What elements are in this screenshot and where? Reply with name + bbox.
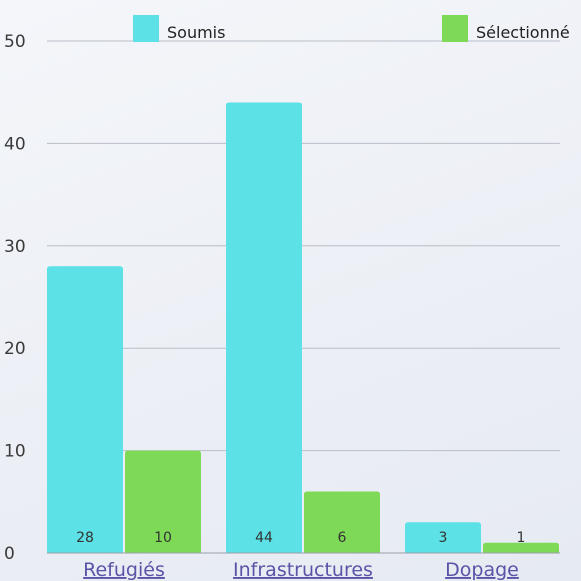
x-axis: Refugiés Infrastructures Dopage [47, 552, 560, 581]
bars [47, 102, 559, 553]
bar-Soumis-Refugiés [47, 266, 123, 553]
y-tick-label-0: 0 [4, 544, 15, 564]
x-tick-label-Dopage: Dopage [445, 559, 519, 581]
bar-Sélectionné-Refugiés [125, 450, 201, 553]
y-tick-label-50: 50 [4, 32, 26, 52]
data-label-Sélectionné-Dopage: 1 [517, 530, 526, 546]
data-label-Sélectionné-Infrastructures: 6 [338, 530, 347, 546]
y-tick-label-10: 10 [4, 442, 26, 462]
y-tick-label-20: 20 [4, 339, 26, 359]
legend-swatch-Soumis [133, 15, 159, 42]
x-tick-label-Infrastructures: Infrastructures [233, 559, 373, 581]
legend-swatch-Sélectionné [442, 15, 468, 42]
x-tick-label-Refugiés: Refugiés [83, 559, 165, 581]
data-labels: 28 10 44 6 3 1 [76, 530, 525, 546]
data-label-Soumis-Dopage: 3 [439, 530, 448, 546]
bar-Sélectionné-Infrastructures [304, 491, 380, 553]
legend-label-Sélectionné: Sélectionné [476, 23, 570, 42]
y-tick-label-40: 40 [4, 134, 26, 154]
gridlines [47, 40, 560, 554]
legend-label-Soumis: Soumis [167, 23, 225, 42]
data-label-Soumis-Refugiés: 28 [76, 530, 94, 546]
legend: Soumis Sélectionné [133, 15, 570, 42]
data-label-Soumis-Infrastructures: 44 [255, 530, 273, 546]
bar-Soumis-Infrastructures [226, 102, 302, 553]
bar-Soumis-Dopage [405, 522, 481, 553]
y-axis: 0 10 20 30 40 50 [4, 32, 26, 564]
bar-Sélectionné-Dopage [483, 542, 559, 553]
y-tick-label-30: 30 [4, 237, 26, 257]
data-label-Sélectionné-Refugiés: 10 [154, 530, 172, 546]
